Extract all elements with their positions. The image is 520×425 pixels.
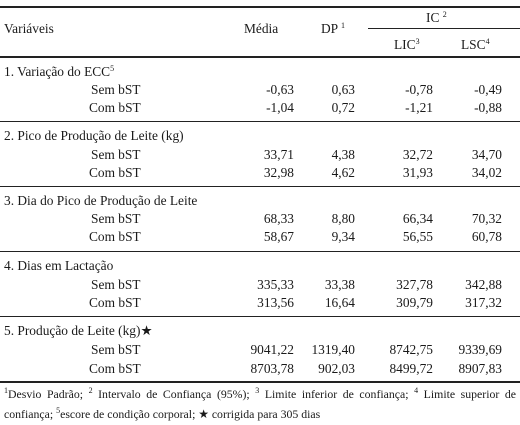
footnote-mark-2: 2 [88, 386, 93, 395]
cell-media: 313,56 [257, 295, 294, 310]
section-1-label: 1. Variação do ECC [4, 64, 111, 79]
footnote-text-2: Intervalo de Confiança (95%); [92, 387, 256, 401]
cell-lsc: 8907,83 [458, 361, 502, 376]
header-lic-label: LIC [394, 37, 416, 52]
header-lsc-note: 4 [485, 37, 490, 46]
cell-lsc: 34,02 [471, 165, 502, 180]
footnote-mark-1: 1 [4, 386, 8, 395]
cell-media: -1,04 [266, 100, 294, 115]
header-lsc-label: LSC [461, 37, 486, 52]
section-1-note: 5 [110, 64, 115, 73]
cell-dp: 9,34 [331, 229, 355, 244]
top-rule [0, 6, 520, 8]
section-divider [0, 251, 520, 252]
cell-media: 9041,22 [250, 342, 294, 357]
cell-lic: 56,55 [402, 229, 433, 244]
header-lic-note: 3 [415, 37, 420, 46]
bottom-rule [0, 381, 520, 383]
header-ci: IC 2 [426, 10, 447, 25]
cell-lsc: 9339,69 [458, 342, 502, 357]
row-label: Sem bST [91, 342, 141, 357]
cell-media: 32,98 [263, 165, 294, 180]
cell-lic: 66,34 [402, 211, 433, 226]
cell-lsc: 60,78 [471, 229, 502, 244]
header-ci-note: 2 [442, 10, 447, 19]
cell-dp: 0,63 [331, 82, 355, 97]
header-sd-label: DP [321, 21, 338, 36]
cell-media: 68,33 [263, 211, 294, 226]
footnote-text-4: Limite superior de confiança; [4, 387, 517, 421]
cell-dp: 33,38 [324, 277, 355, 292]
cell-dp: 4,38 [331, 147, 355, 162]
row-label: Com bST [89, 295, 141, 310]
cell-dp: 16,64 [324, 295, 355, 310]
cell-lsc: 34,70 [471, 147, 502, 162]
header-variables: Variáveis [4, 21, 54, 36]
cell-media: 335,33 [257, 277, 294, 292]
footnote-text-5: escore de condição corporal; ★ corrigida… [60, 407, 321, 421]
cell-media: 8703,78 [250, 361, 294, 376]
cell-media: 33,71 [263, 147, 294, 162]
cell-dp: 8,80 [331, 211, 355, 226]
cell-dp: 902,03 [318, 361, 355, 376]
header-sd-note: 1 [340, 21, 345, 30]
footnote-text-1: Desvio Padrão; [8, 387, 89, 401]
header-lic: LIC3 [394, 37, 420, 52]
section-label: 1. Variação do ECC5 [4, 64, 114, 79]
row-label: Com bST [89, 361, 141, 376]
cell-lsc: -0,49 [474, 82, 502, 97]
row-label: Com bST [89, 229, 141, 244]
cell-lic: 8742,75 [389, 342, 433, 357]
cell-lic: 8499,72 [389, 361, 433, 376]
footnote-mark-3: 3 [255, 386, 260, 395]
header-ci-label: IC [426, 10, 440, 25]
cell-lic: 32,72 [402, 147, 433, 162]
header-sd: DP 1 [321, 21, 345, 36]
section-2-label: 2. Pico de Produção de Leite (kg) [4, 128, 184, 143]
section-5-label: 5. Produção de Leite (kg)★ [4, 323, 153, 338]
header-mean: Média [244, 21, 279, 36]
row-label: Com bST [89, 165, 141, 180]
header-lsc: LSC4 [461, 37, 490, 52]
cell-lic: -0,78 [405, 82, 433, 97]
cell-lic: 327,78 [396, 277, 433, 292]
cell-lic: 31,93 [402, 165, 433, 180]
cell-lsc: -0,88 [474, 100, 502, 115]
cell-lsc: 342,88 [465, 277, 502, 292]
cell-lic: -1,21 [405, 100, 433, 115]
row-label: Sem bST [91, 147, 141, 162]
header-bottom-rule [0, 56, 520, 58]
table-footnote: 1Desvio Padrão; 2 Intervalo de Confiança… [4, 384, 516, 424]
cell-media: -0,63 [266, 82, 294, 97]
cell-media: 58,67 [263, 229, 294, 244]
row-label: Sem bST [91, 211, 141, 226]
footnote-text-3: Limite inferior de confiança; [259, 387, 415, 401]
cell-dp: 0,72 [331, 100, 355, 115]
row-label: Sem bST [91, 82, 141, 97]
footnote-mark-4: 4 [414, 386, 419, 395]
section-divider [0, 121, 520, 122]
cell-lsc: 70,32 [471, 211, 502, 226]
cell-dp: 1319,40 [311, 342, 355, 357]
cell-lsc: 317,32 [465, 295, 502, 310]
section-3-label: 3. Dia do Pico de Produção de Leite [4, 193, 198, 208]
section-divider [0, 316, 520, 317]
footnote-mark-5: 5 [56, 406, 61, 415]
cell-dp: 4,62 [331, 165, 355, 180]
row-label: Com bST [89, 100, 141, 115]
section-divider [0, 186, 520, 187]
section-4-label: 4. Dias em Lactação [4, 258, 114, 273]
row-label: Sem bST [91, 277, 141, 292]
ci-span-rule [368, 28, 520, 29]
cell-lic: 309,79 [396, 295, 433, 310]
